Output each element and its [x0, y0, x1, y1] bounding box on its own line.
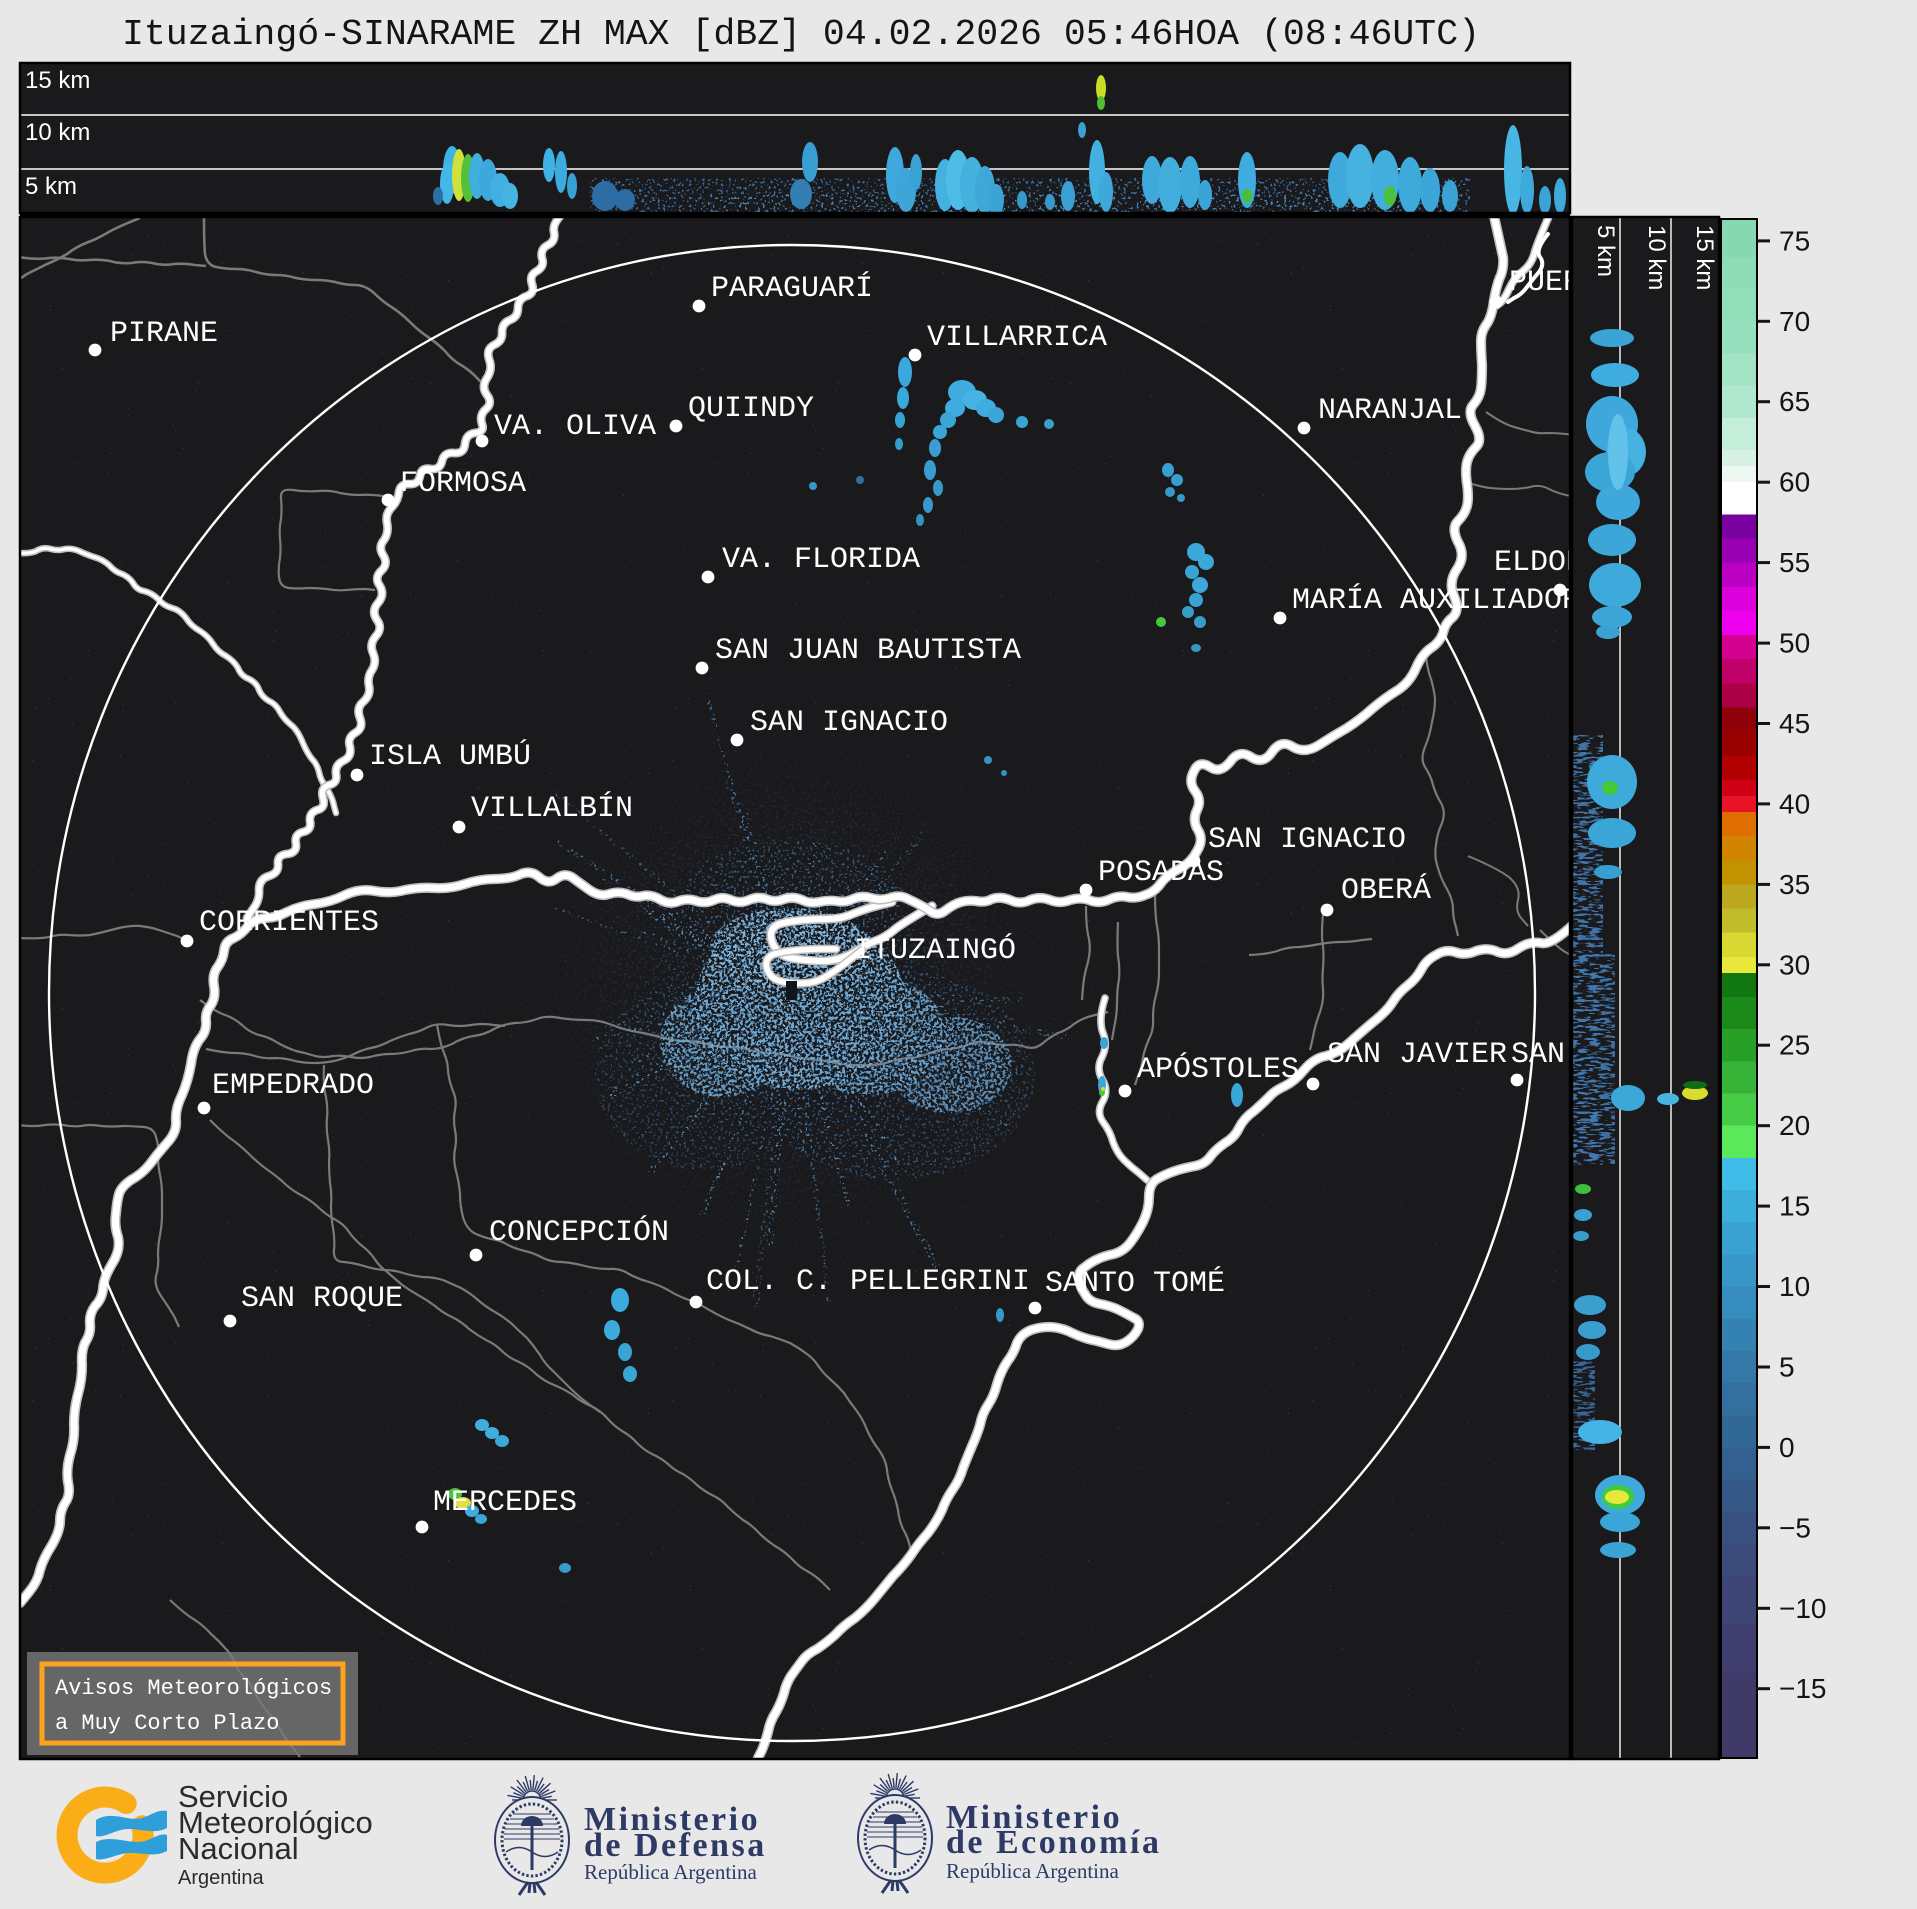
svg-text:SANTO TOMÉ: SANTO TOMÉ [1045, 1266, 1225, 1301]
svg-text:PUERTO RICO: PUERTO RICO [1509, 266, 1707, 300]
svg-text:40: 40 [1779, 788, 1810, 819]
svg-text:5 km: 5 km [25, 173, 77, 200]
svg-text:CONCEPCIÓN: CONCEPCIÓN [489, 1215, 669, 1250]
svg-text:5: 5 [1779, 1352, 1795, 1383]
svg-text:Meteorológico: Meteorológico [178, 1805, 373, 1840]
svg-text:de Economía: de Economía [946, 1824, 1161, 1861]
svg-text:25: 25 [1779, 1030, 1810, 1061]
svg-text:PIRANE: PIRANE [110, 317, 218, 351]
svg-text:Ministerio: Ministerio [584, 1801, 760, 1838]
svg-text:5 km: 5 km [1592, 225, 1619, 277]
svg-text:ELDORADO: ELDORADO [1494, 546, 1638, 580]
svg-text:0: 0 [1779, 1432, 1795, 1463]
svg-text:60: 60 [1779, 467, 1810, 498]
svg-text:ITUZAINGÓ: ITUZAINGÓ [854, 933, 1016, 968]
svg-text:SAN JUAN BAUTISTA: SAN JUAN BAUTISTA [715, 634, 1021, 668]
svg-text:FORMOSA: FORMOSA [400, 467, 526, 501]
svg-text:MERCEDES: MERCEDES [433, 1486, 577, 1520]
svg-text:SAN ROQUE: SAN ROQUE [241, 1282, 403, 1316]
svg-text:ISLA UMBÚ: ISLA UMBÚ [369, 739, 531, 774]
svg-text:República Argentina: República Argentina [584, 1860, 757, 1884]
svg-text:Argentina: Argentina [178, 1867, 264, 1889]
svg-text:SAN: SAN [1511, 1038, 1565, 1072]
svg-text:VILLARRICA: VILLARRICA [927, 321, 1107, 355]
svg-text:Nacional: Nacional [178, 1831, 299, 1866]
svg-text:35: 35 [1779, 869, 1810, 900]
svg-text:70: 70 [1779, 306, 1810, 337]
svg-text:20: 20 [1779, 1110, 1810, 1141]
svg-text:COL. C. PELLEGRINI: COL. C. PELLEGRINI [706, 1265, 1030, 1299]
svg-text:MARÍA AUXILIADORA: MARÍA AUXILIADORA [1292, 583, 1598, 618]
svg-text:75: 75 [1779, 225, 1810, 256]
svg-text:República Argentina: República Argentina [946, 1859, 1119, 1883]
svg-text:OBERÁ: OBERÁ [1341, 873, 1431, 908]
svg-text:SAN IGNACIO: SAN IGNACIO [750, 706, 948, 740]
svg-text:15 km: 15 km [25, 67, 90, 94]
svg-text:NARANJAL: NARANJAL [1318, 394, 1462, 428]
svg-text:Avisos Meteorológicos: Avisos Meteorológicos [55, 1676, 332, 1701]
svg-text:30: 30 [1779, 949, 1810, 980]
svg-text:65: 65 [1779, 386, 1810, 417]
svg-text:SAN IGNACIO: SAN IGNACIO [1208, 823, 1406, 857]
svg-text:CORRIENTES: CORRIENTES [199, 906, 379, 940]
svg-text:Ituzaingó-SINARAME ZH MAX [dBZ: Ituzaingó-SINARAME ZH MAX [dBZ] 04.02.20… [122, 14, 1480, 55]
svg-text:10 km: 10 km [1643, 225, 1670, 290]
svg-text:10 km: 10 km [25, 119, 90, 146]
svg-text:SAN JAVIER: SAN JAVIER [1327, 1038, 1507, 1072]
svg-text:VA. OLIVA: VA. OLIVA [494, 410, 656, 444]
svg-text:Ministerio: Ministerio [946, 1799, 1122, 1836]
svg-text:15 km: 15 km [1691, 225, 1718, 290]
svg-text:10: 10 [1779, 1271, 1810, 1302]
svg-text:QUIINDY: QUIINDY [688, 392, 814, 426]
svg-text:a Muy Corto Plazo: a Muy Corto Plazo [55, 1711, 279, 1736]
svg-text:Servicio: Servicio [178, 1779, 288, 1814]
svg-text:50: 50 [1779, 628, 1810, 659]
svg-text:VILLALBÍN: VILLALBÍN [471, 791, 633, 826]
svg-text:−5: −5 [1779, 1512, 1811, 1543]
svg-text:PARAGUARÍ: PARAGUARÍ [711, 271, 873, 306]
svg-text:APÓSTOLES: APÓSTOLES [1137, 1052, 1299, 1087]
svg-text:−15: −15 [1779, 1673, 1827, 1704]
svg-text:POSADAS: POSADAS [1098, 856, 1224, 890]
svg-text:45: 45 [1779, 708, 1810, 739]
svg-text:−10: −10 [1779, 1593, 1827, 1624]
svg-text:15: 15 [1779, 1191, 1810, 1222]
svg-text:de Defensa: de Defensa [584, 1827, 767, 1864]
svg-text:EMPEDRADO: EMPEDRADO [212, 1069, 374, 1103]
svg-text:VA. FLORIDA: VA. FLORIDA [722, 543, 920, 577]
svg-text:55: 55 [1779, 547, 1810, 578]
